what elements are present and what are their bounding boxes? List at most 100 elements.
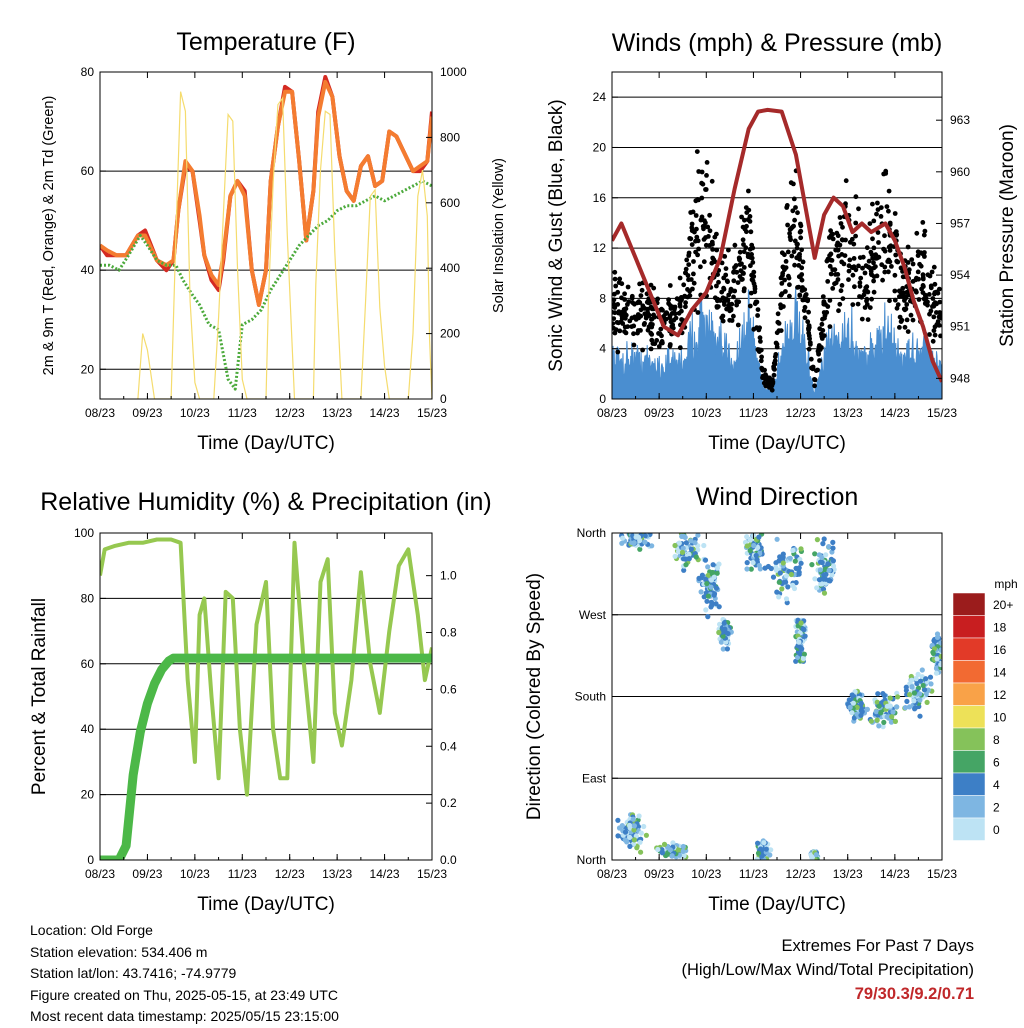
direction-point [756,562,762,569]
gust-point [853,233,858,239]
gust-point [894,258,900,264]
gust-point [904,302,910,307]
gust-point [837,215,843,220]
gust-point [935,319,941,324]
x-tick-label: 13/23 [833,867,863,881]
gust-point [629,293,635,299]
latlon-text: Station lat/lon: 43.7416; -74.9779 [30,965,237,981]
gust-point [763,383,769,389]
gust-point [927,332,932,337]
legend-title: mph [994,577,1017,591]
x-axis: 08/23 09/23 10/23 11/23 12/23 13/23 14/23 15/23 [597,533,957,881]
direction-point [688,546,695,552]
y-right-tick-label: 800 [440,130,460,144]
direction-point [798,560,804,566]
gust-point [884,204,890,210]
direction-point [911,690,918,696]
gust-point [779,281,785,286]
gust-point [887,298,892,304]
direction-point [768,565,774,572]
gust-point [909,257,915,262]
x-tick-label: 15/23 [417,406,447,420]
gust-point [723,266,729,271]
gust-point [932,291,937,297]
gust-point [887,259,893,265]
gust-point [799,288,805,293]
gust-point [645,327,651,333]
gust-point [882,269,888,275]
direction-point [876,723,882,729]
gust-point [612,276,618,282]
direction-point [849,710,855,716]
series-2m-td [100,179,432,391]
direction-point [892,718,899,725]
legend-label: 4 [993,778,1000,792]
gust-point [819,345,824,350]
x-tick-label: 13/23 [833,406,863,420]
gust-point [843,178,849,184]
gust-point [828,228,833,234]
direction-point [826,544,832,550]
legend-swatch [952,637,986,661]
gust-point [735,322,741,328]
gust-point [938,333,942,339]
gust-point [878,214,884,219]
gust-point [745,217,751,223]
gust-point [931,303,937,308]
gust-point [898,319,904,324]
gust-point [612,321,616,326]
y-tick-label: 100 [74,526,94,540]
gust-point [691,259,696,264]
legend-swatch [952,817,986,841]
gust-point [827,253,832,258]
gust-point [840,224,845,230]
gust-point [916,297,922,302]
y-right-tick-label: 200 [440,327,460,341]
gust-point [876,240,881,245]
legend-swatch [952,727,986,751]
gust-point [757,335,763,341]
direction-point [643,832,650,838]
direction-point [814,537,821,543]
gust-point [631,323,637,329]
gust-point [742,217,747,223]
gust-point [836,308,841,314]
gust-point [922,228,928,234]
gust-point [689,221,695,227]
direction-point [704,598,710,604]
direction-point [776,579,782,585]
gust-point [783,259,789,264]
direction-point [718,639,725,645]
y-tick-label: 40 [81,263,95,277]
gust-point [902,298,907,303]
direction-point [906,704,913,710]
gust-point [709,178,715,184]
direction-point [627,834,633,841]
direction-point [669,853,675,859]
direction-point [850,700,857,706]
direction-point [624,839,630,845]
gust-point [670,304,676,310]
direction-point [858,700,864,707]
gust-point [668,319,674,325]
panel-title: Wind Direction [696,483,859,511]
gust-point [744,223,749,229]
gust-point [689,225,695,231]
gust-point [772,354,778,360]
x-tick-label: 08/23 [597,406,627,420]
direction-point [923,676,929,682]
x-tick-label: 09/23 [644,867,674,881]
gust-point [904,317,910,323]
gust-point [731,278,737,284]
gust-point [860,265,865,271]
gust-point [715,272,720,277]
y-tick-label: South [575,690,606,704]
gust-point [799,247,804,253]
gust-point [920,283,926,288]
gust-point [903,294,909,300]
direction-point [751,542,757,549]
gust-point [667,283,673,288]
gust-point [905,329,911,334]
x-axis: 08/23 09/23 10/23 11/23 12/23 13/23 14/23 15/23 [85,533,447,881]
direction-point [888,719,895,725]
